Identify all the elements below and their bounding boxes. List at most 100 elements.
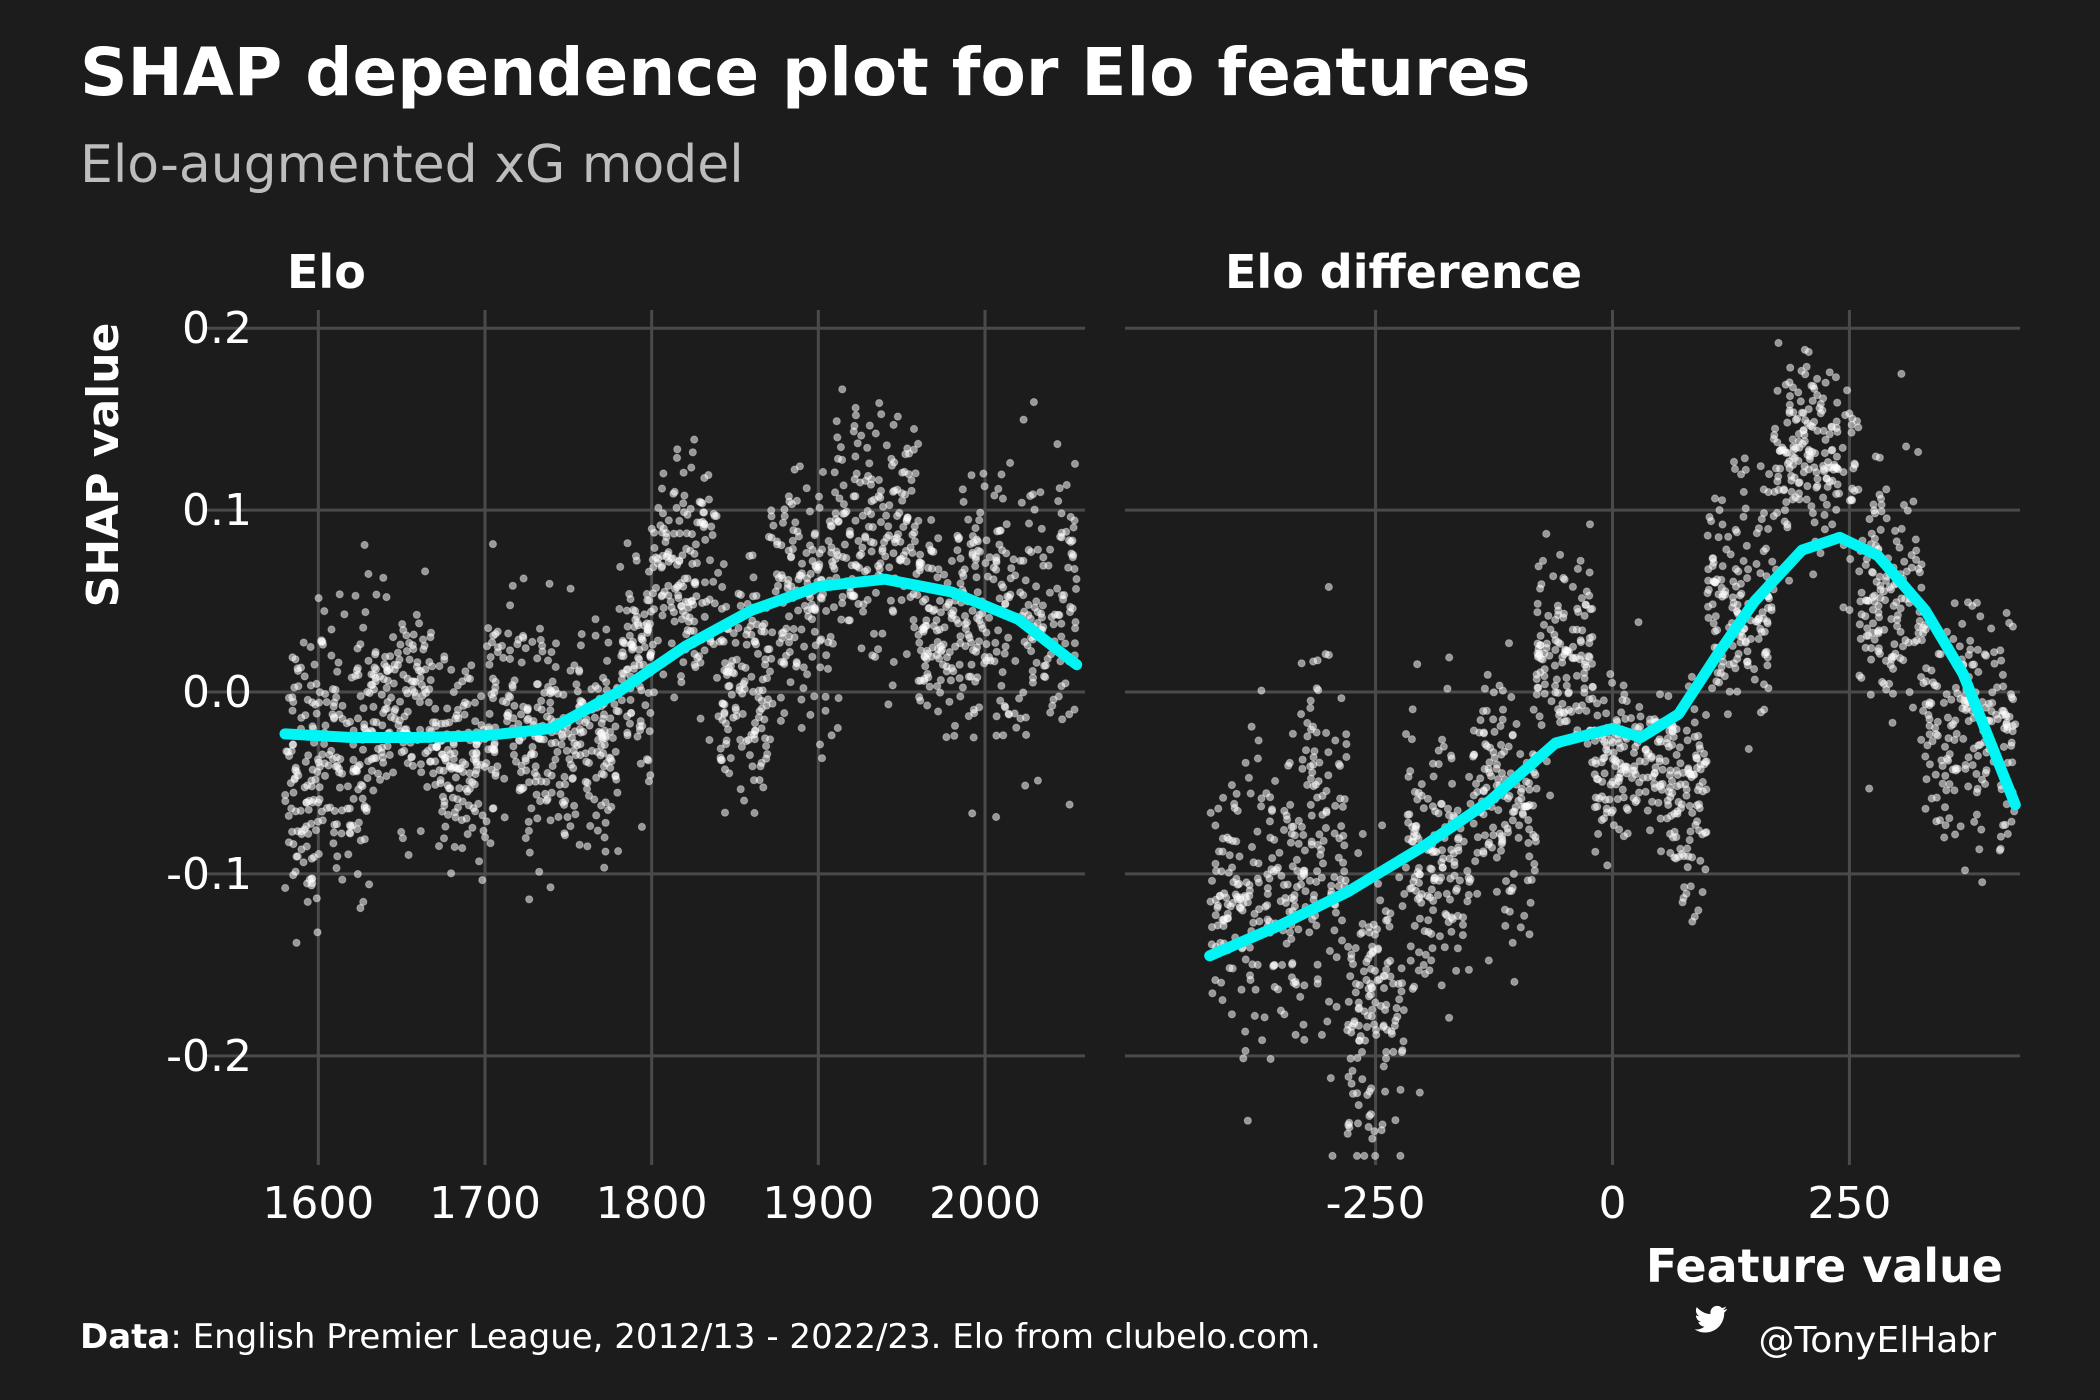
data-point [649, 605, 659, 614]
data-point [612, 775, 621, 784]
data-point [998, 494, 1008, 503]
data-point [1314, 777, 1323, 786]
data-point [1890, 640, 1899, 649]
data-point [367, 755, 376, 764]
data-point [1326, 1074, 1335, 1083]
data-point [1288, 959, 1297, 968]
data-point [393, 661, 402, 670]
data-point [666, 597, 675, 606]
data-point [1466, 875, 1475, 884]
data-point [837, 615, 846, 624]
data-point [1891, 649, 1900, 658]
data-point [676, 579, 686, 588]
data-point [1525, 852, 1534, 861]
data-point [1533, 649, 1542, 658]
data-point [1754, 524, 1764, 533]
data-point [1407, 883, 1416, 893]
data-point [1032, 658, 1041, 667]
data-point [383, 742, 392, 751]
data-point [1303, 732, 1312, 741]
data-point [489, 804, 498, 813]
data-point [1053, 584, 1062, 593]
data-point [457, 816, 466, 825]
data-point [700, 578, 710, 587]
data-point [794, 606, 803, 615]
data-point [458, 797, 467, 806]
data-point [1337, 916, 1347, 925]
data-point [1641, 787, 1650, 796]
data-point [1046, 708, 1055, 717]
data-point [1322, 786, 1331, 796]
data-point [509, 742, 518, 751]
y-tick-label: -0.2 [166, 1031, 252, 1082]
data-point [1507, 693, 1516, 702]
data-point [1505, 886, 1514, 896]
data-point [821, 706, 830, 715]
data-point [441, 719, 450, 728]
data-point [1750, 675, 1759, 684]
data-point [488, 540, 497, 549]
data-point [383, 667, 392, 676]
data-point [1683, 736, 1692, 745]
data-point [353, 762, 362, 771]
data-point [584, 758, 594, 768]
data-point [293, 664, 302, 673]
data-point [1023, 641, 1032, 650]
data-point [916, 550, 925, 559]
data-point [455, 784, 464, 793]
data-point [1668, 740, 1677, 750]
data-point [1026, 491, 1035, 501]
data-point [548, 761, 557, 771]
data-point [992, 731, 1001, 740]
data-point [1280, 806, 1289, 816]
data-point [488, 674, 498, 683]
data-point [1703, 531, 1712, 540]
data-point [953, 531, 962, 540]
data-point [1251, 985, 1260, 994]
data-point [1426, 864, 1435, 873]
data-point [1531, 770, 1540, 779]
data-point [902, 650, 911, 659]
data-point [1364, 1122, 1373, 1132]
data-point [1561, 646, 1570, 656]
data-point [997, 580, 1006, 589]
data-point [1536, 641, 1545, 650]
data-point [893, 412, 902, 421]
data-point [950, 721, 960, 730]
data-point [680, 491, 689, 500]
data-point [572, 680, 581, 689]
data-point [354, 818, 363, 827]
data-point [333, 852, 342, 861]
data-point [1634, 618, 1643, 627]
data-point [628, 637, 638, 646]
data-point [369, 702, 378, 712]
data-point [1033, 607, 1042, 617]
data-point [1424, 916, 1433, 925]
data-point [1782, 498, 1791, 507]
data-point [1406, 956, 1415, 965]
data-point [416, 673, 425, 683]
data-point [1655, 690, 1665, 699]
data-point [1572, 625, 1582, 634]
data-point [1708, 561, 1717, 571]
data-point [1434, 760, 1443, 769]
data-point [874, 475, 884, 485]
data-point [500, 813, 509, 822]
data-point [1372, 1030, 1381, 1040]
data-point [928, 564, 937, 573]
data-point [1559, 573, 1568, 583]
data-point [1729, 457, 1739, 466]
data-point [1516, 923, 1525, 932]
data-point [314, 849, 323, 859]
data-point [1961, 764, 1970, 774]
data-point [1288, 729, 1298, 738]
data-point [304, 829, 313, 838]
data-point [449, 688, 458, 697]
data-point [1516, 787, 1526, 797]
data-point [365, 880, 374, 889]
data-point [712, 673, 722, 682]
data-point [356, 640, 365, 649]
data-point [955, 674, 964, 683]
data-point [1961, 699, 1970, 708]
data-point [915, 693, 924, 702]
